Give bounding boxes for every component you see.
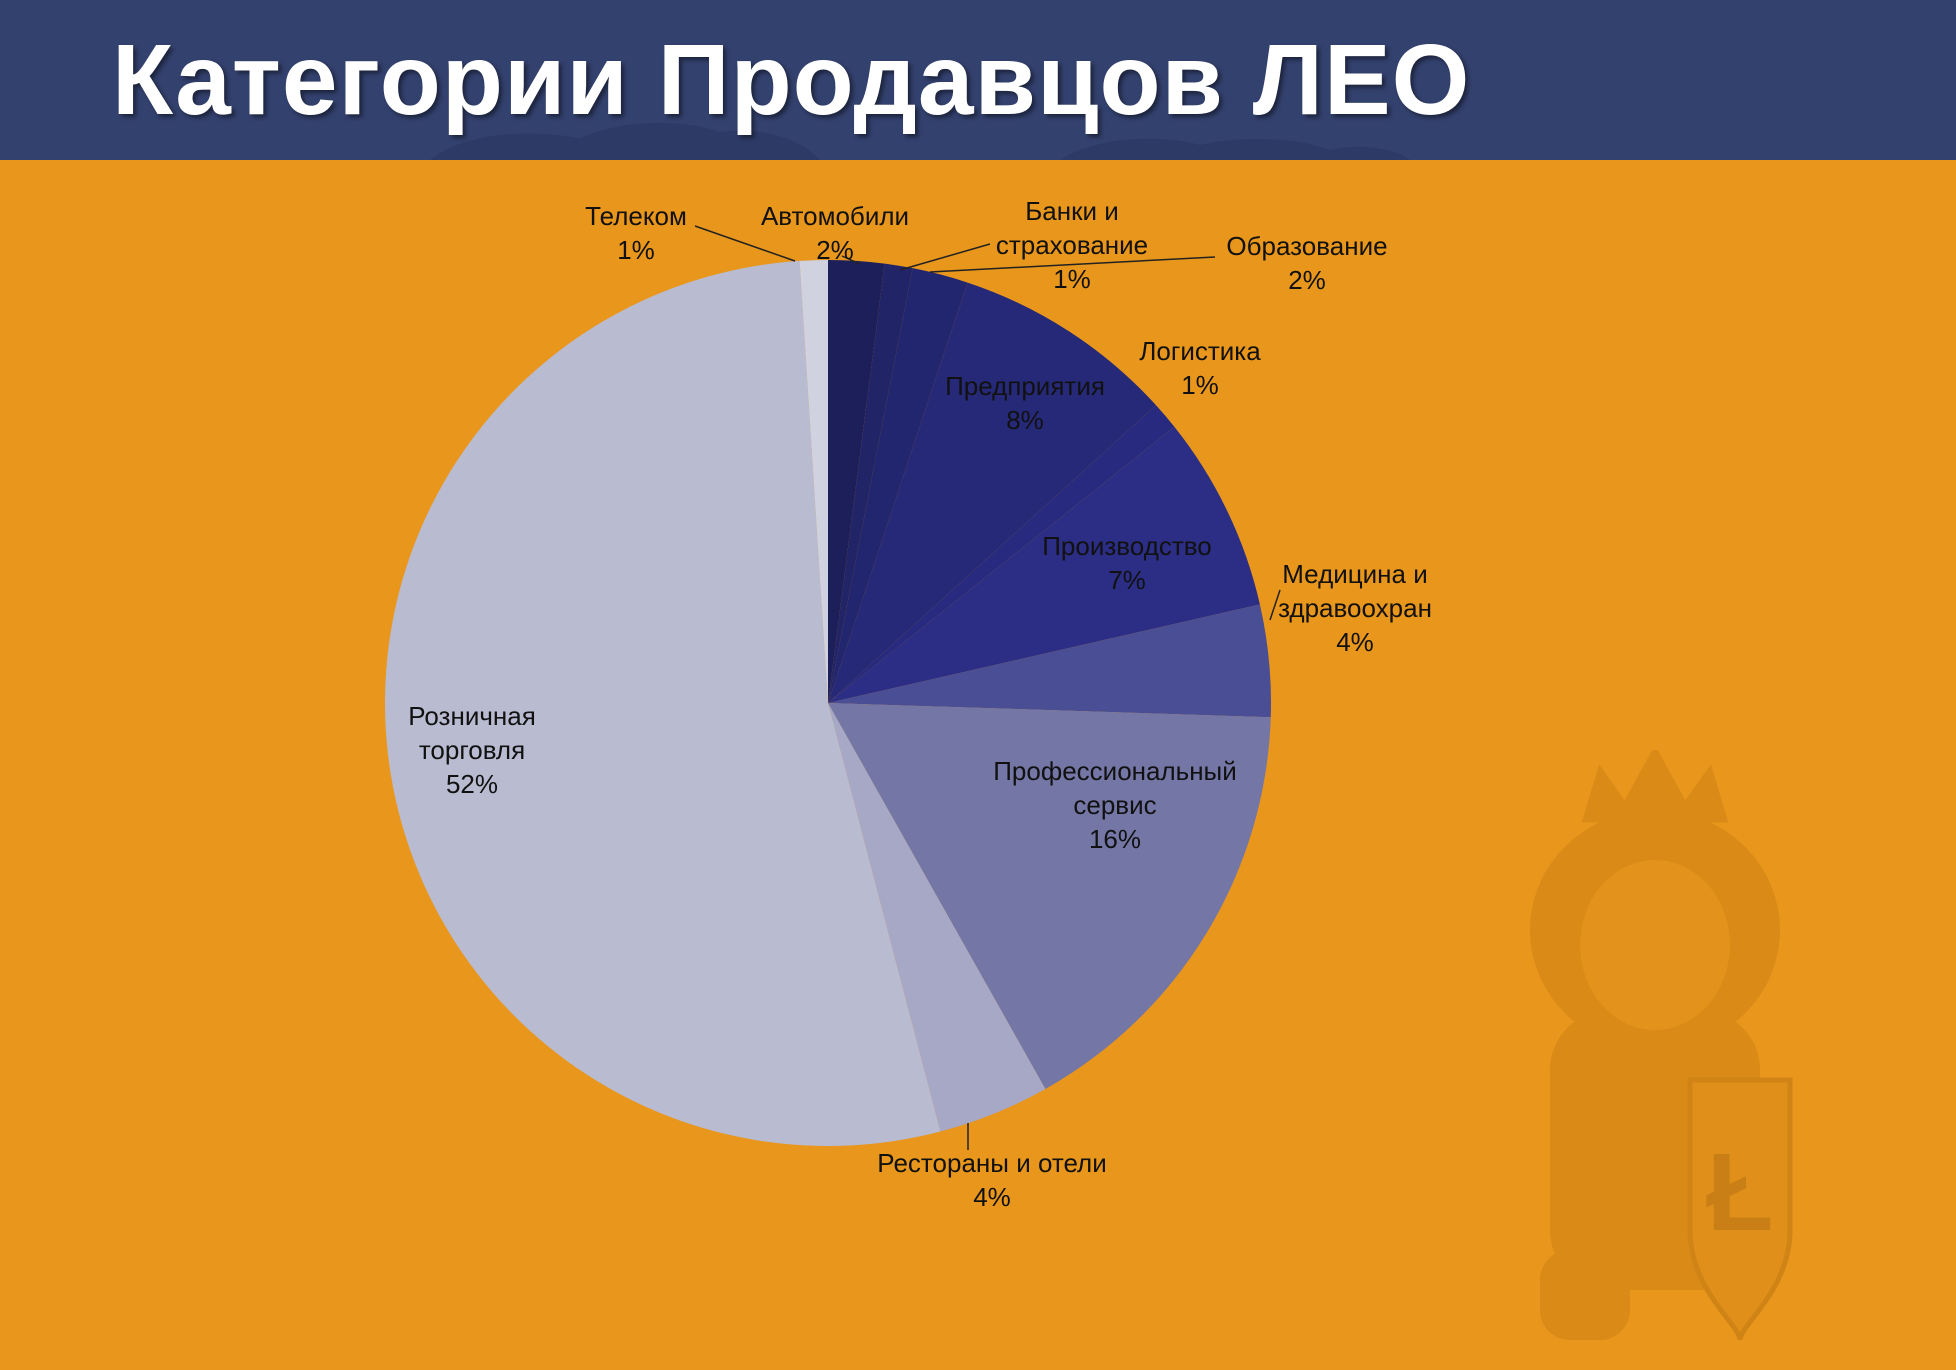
slice-label-line: Телеком bbox=[585, 201, 687, 231]
slice-label-line: 4% bbox=[1336, 627, 1374, 657]
slice-label-line: Рестораны и отели bbox=[877, 1148, 1106, 1178]
slice-label-line: 7% bbox=[1108, 565, 1146, 595]
slice-label-line: здравоохран bbox=[1278, 593, 1432, 623]
pie-slice bbox=[828, 426, 1260, 703]
slice-label-line: 2% bbox=[1288, 265, 1326, 295]
slice-data-label: Профессиональный сервис 16% bbox=[993, 756, 1237, 854]
slice-label-line: 16% bbox=[1089, 824, 1141, 854]
slice-label-line: Производство bbox=[1042, 531, 1212, 561]
pie-chart: Автомобили 2% Банки и страхование 1% Образова… bbox=[384, 196, 1432, 1212]
pie-slice bbox=[828, 260, 885, 703]
slice-label-line: 1% bbox=[617, 235, 655, 265]
pie-slice bbox=[828, 268, 968, 703]
slice-label-line: Предприятия bbox=[945, 371, 1105, 401]
slice-label-line: Банки и bbox=[1025, 196, 1119, 226]
slice-label-line: 2% bbox=[816, 235, 854, 265]
slice-label-line: 52% bbox=[446, 769, 498, 799]
label-leader-line bbox=[899, 243, 991, 271]
slide-header: Категории Продавцов ЛЕО bbox=[0, 0, 1956, 160]
pie-slice bbox=[384, 260, 941, 1147]
slice-data-label: Логистика 1% bbox=[1139, 336, 1261, 400]
slice-data-label: Банки и страхование 1% bbox=[996, 196, 1148, 294]
slice-label-line: 4% bbox=[973, 1182, 1011, 1212]
label-leader-line bbox=[929, 256, 1216, 273]
slice-label-line: Медицина и bbox=[1282, 559, 1428, 589]
pie-slice bbox=[828, 703, 1046, 1132]
slice-label-line: торговля bbox=[419, 735, 525, 765]
slice-label-line: Образование bbox=[1226, 231, 1387, 261]
slice-label-line: сервис bbox=[1073, 790, 1156, 820]
world-map-decoration bbox=[430, 122, 1410, 160]
label-leader-line bbox=[841, 255, 861, 265]
slice-label-line: Автомобили bbox=[761, 201, 909, 231]
slice-data-label: Розничная торговля 52% bbox=[408, 701, 536, 799]
pie-slice bbox=[828, 604, 1271, 718]
slice-label-line: страхование bbox=[996, 230, 1148, 260]
slice-data-label: Предприятия 8% bbox=[945, 371, 1105, 435]
slice-data-label: Автомобили 2% bbox=[761, 201, 909, 265]
label-leader-line bbox=[1269, 589, 1281, 621]
pie-slice bbox=[828, 263, 913, 703]
pie-slice bbox=[828, 703, 1271, 1089]
slice-data-label: Образование 2% bbox=[1226, 231, 1387, 295]
label-leader-line bbox=[694, 225, 796, 262]
slice-label-line: Профессиональный bbox=[993, 756, 1237, 786]
slice-label-line: Розничная bbox=[408, 701, 536, 731]
slice-data-label: Рестораны и отели 4% bbox=[877, 1148, 1106, 1212]
slice-data-label: Производство 7% bbox=[1042, 531, 1212, 595]
slice-label-line: Логистика bbox=[1139, 336, 1261, 366]
pie-slice bbox=[799, 260, 828, 703]
slice-label-line: 1% bbox=[1181, 370, 1219, 400]
slice-data-label: Телеком 1% bbox=[585, 201, 687, 265]
slice-label-line: 1% bbox=[1053, 264, 1091, 294]
chart-area: Ł Автомобили 2% Банки и страхование 1% Образо… bbox=[0, 160, 1956, 1341]
slice-data-label: Медицина и здравоохран 4% bbox=[1278, 559, 1432, 657]
pie-slice bbox=[828, 405, 1175, 703]
pie-slice bbox=[828, 282, 1156, 703]
slide-title: Категории Продавцов ЛЕО bbox=[112, 24, 1471, 136]
slice-label-line: 8% bbox=[1006, 405, 1044, 435]
